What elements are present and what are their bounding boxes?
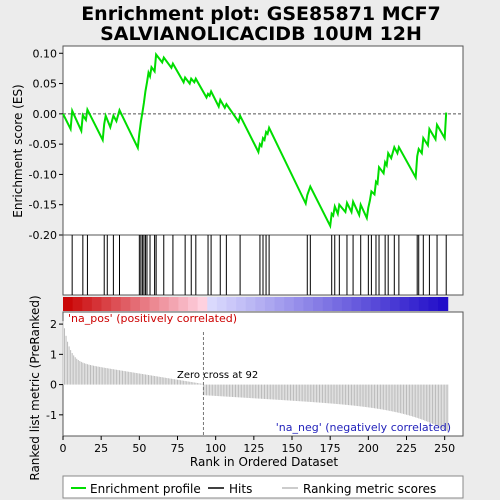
gradient-segment [313,297,324,311]
gradient-segment [293,297,304,311]
gradient-segment [149,297,160,311]
gradient-segment [284,297,295,311]
gradient-segment [72,297,83,311]
x-tick-label: 175 [320,442,341,455]
gradient-segment [139,297,151,311]
gradient-segment [438,297,449,311]
gradient-segment [390,297,401,311]
legend-box [62,475,464,499]
gradient-segment [399,297,410,311]
rank-tick-label: 0 [50,379,57,392]
neg-correlated-label: 'na_neg' (negatively correlated) [276,421,451,434]
legend-label-es: Enrichment profile [90,482,201,496]
x-tick-label: 75 [171,442,185,455]
rank-panel [62,311,464,437]
gradient-segment [120,297,131,311]
gradient-segment [101,297,112,311]
gradient-segment [351,297,362,311]
gradient-segment [197,297,208,311]
rank-tick-label: -1 [46,409,57,422]
es-tick-label: 0.10 [33,47,58,60]
gradient-segment [303,297,314,311]
gradient-segment [188,297,199,311]
gradient-segment [130,297,141,311]
gradient-segment [370,297,381,311]
gradient-segment [178,297,189,311]
zero-cross-label: Zero cross at 92 [177,370,258,381]
x-tick-label: 25 [94,442,108,455]
x-tick-label: 225 [396,442,417,455]
gradient-segment [332,297,343,311]
es-tick-label: 0.05 [33,78,58,91]
gradient-segment [418,297,429,311]
pos-correlated-label: 'na_pos' (positively correlated) [68,312,237,325]
es-tick-label: -0.10 [29,168,57,181]
gradient-segment [255,297,266,311]
gradient-segment [82,297,93,311]
gradient-segment [409,297,420,311]
gradient-segment [207,297,218,311]
chart-title-line1: Enrichment plot: GSE85871 MCF7 [81,3,441,25]
gradient-segment [111,297,122,311]
legend-label-rank: Ranking metric scores [303,482,436,496]
gradient-segment [361,297,372,311]
gradient-segment [264,297,276,311]
es-tick-label: 0.00 [33,108,58,121]
chart-title-line2: SALVIANOLICACIDB 10UM 12H [100,23,422,45]
gradient-segment [380,297,391,311]
gradient-segment [63,297,74,311]
x-tick-label: 125 [243,442,264,455]
rank-tick-label: 1 [50,348,57,361]
es-tick-label: -0.05 [29,138,57,151]
x-tick-label: 0 [60,442,67,455]
rank-tick-label: 2 [50,318,57,331]
gradient-segment [91,297,102,311]
x-tick-label: 100 [205,442,226,455]
gradient-segment [168,297,179,311]
es-curve [62,51,448,230]
gradient-segment [226,297,237,311]
x-tick-label: 200 [358,442,379,455]
legend-label-hits: Hits [229,482,252,496]
es-tick-label: -0.15 [29,199,57,212]
gradient-segment [245,297,256,311]
x-tick-label: 50 [132,442,146,455]
x-axis-label: Rank in Ordered Dataset [190,455,338,469]
y-axis-label-rank: Ranked list metric (PreRanked) [28,295,42,480]
gradient-segment [341,297,353,311]
y-axis-label-es: Enrichment score (ES) [11,84,25,217]
gradient-segment [159,297,170,311]
gradient-segment [428,297,439,311]
gradient-segment [322,297,333,311]
gradient-segment [216,297,228,311]
x-tick-label: 150 [282,442,303,455]
gradient-segment [236,297,247,311]
rank-gradient-bar [63,297,449,311]
es-tick-label: -0.20 [29,229,57,242]
gradient-segment [274,297,285,311]
x-tick-label: 250 [434,442,455,455]
